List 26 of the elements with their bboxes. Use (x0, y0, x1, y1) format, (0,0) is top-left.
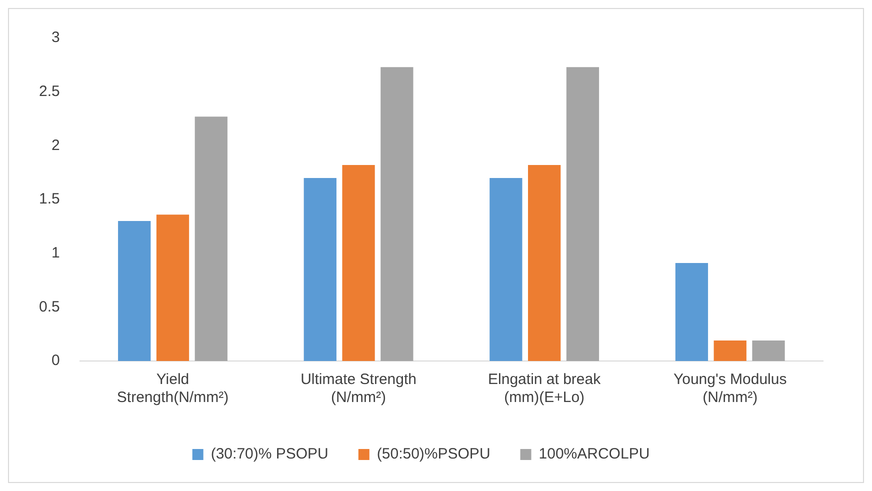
y-tick-label: 0 (52, 352, 60, 370)
y-tick-label: 1 (52, 244, 60, 262)
bar (490, 178, 522, 361)
y-tick-label: 0.5 (38, 298, 60, 316)
bar (380, 67, 414, 361)
y-tick-label: 3 (52, 29, 60, 46)
x-tick-label: Elngatin at break (mm)(E+Lo) (488, 371, 602, 406)
bar (675, 263, 708, 361)
bar (528, 165, 561, 361)
bar (156, 214, 190, 361)
legend-label: (50:50)%PSOPU (376, 446, 490, 463)
x-tick-label: Ultimate Strength (N/mm²) (300, 371, 416, 406)
bar (194, 116, 228, 361)
x-tick-label: Young's Modulus (N/mm²) (673, 371, 787, 406)
legend-label: 100%ARCOLPU (538, 446, 650, 463)
y-tick-label: 2.5 (38, 82, 60, 100)
bar (714, 340, 746, 361)
bar (342, 165, 375, 361)
x-tick-label: Yield Strength(N/mm²) (116, 371, 229, 406)
bar (752, 340, 785, 361)
y-tick-label: 1.5 (38, 190, 60, 208)
legend-label: (30:70)% PSOPU (210, 446, 328, 463)
bar (566, 67, 600, 361)
y-tick-label: 2 (52, 136, 60, 154)
bar (118, 221, 151, 361)
bar (304, 178, 336, 361)
